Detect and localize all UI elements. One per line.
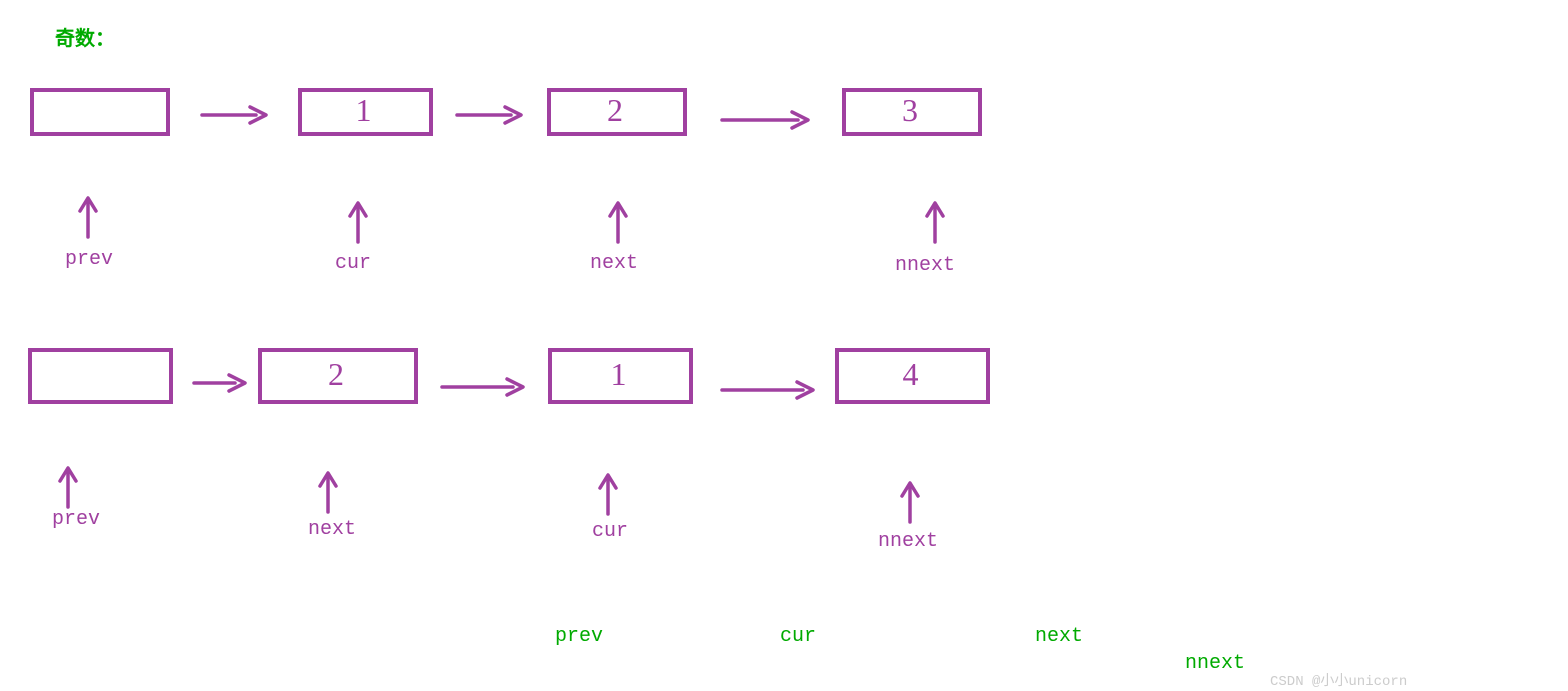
pointer-arrow-r2-cur	[593, 472, 623, 522]
link-arrow-r1-1	[455, 100, 523, 130]
node-value-r2-2: 1	[611, 356, 627, 393]
pointer-label-r2-next: next	[308, 518, 356, 541]
node-value-r1-1: 1	[356, 92, 372, 129]
node-value-r2-3: 4	[903, 356, 919, 393]
diagram-title: 奇数：	[55, 22, 115, 52]
bottom-label-nnext: nnext	[1185, 652, 1245, 675]
link-arrow-r1-0	[200, 100, 268, 130]
pointer-arrow-r2-next	[313, 470, 343, 520]
bottom-label-prev: prev	[555, 625, 603, 648]
link-arrow-r2-1	[440, 372, 525, 402]
node-box-r1-0	[30, 88, 170, 136]
pointer-label-r1-nnext: nnext	[895, 254, 955, 277]
title-text: 奇数：	[55, 29, 115, 52]
pointer-label-r1-cur: cur	[335, 252, 371, 275]
pointer-label-r2-prev: prev	[52, 508, 100, 531]
pointer-arrow-r1-cur	[343, 200, 373, 250]
bottom-label-next: next	[1035, 625, 1083, 648]
pointer-arrow-r1-next	[603, 200, 633, 250]
link-arrow-r1-2	[720, 105, 810, 135]
pointer-label-r2-cur: cur	[592, 520, 628, 543]
pointer-arrow-r1-prev	[73, 195, 103, 245]
node-box-r2-0	[28, 348, 173, 404]
node-value-r1-2: 2	[607, 92, 623, 129]
pointer-arrow-r1-nnext	[920, 200, 950, 250]
node-value-r2-1: 2	[328, 356, 344, 393]
pointer-arrow-r2-nnext	[895, 480, 925, 530]
pointer-label-r1-prev: prev	[65, 248, 113, 271]
pointer-label-r1-next: next	[590, 252, 638, 275]
link-arrow-r2-0	[192, 368, 247, 398]
bottom-label-cur: cur	[780, 625, 816, 648]
link-arrow-r2-2	[720, 375, 815, 405]
watermark-text: CSDN @小小unicorn	[1270, 670, 1407, 690]
node-value-r1-3: 3	[902, 92, 918, 129]
pointer-label-r2-nnext: nnext	[878, 530, 938, 553]
